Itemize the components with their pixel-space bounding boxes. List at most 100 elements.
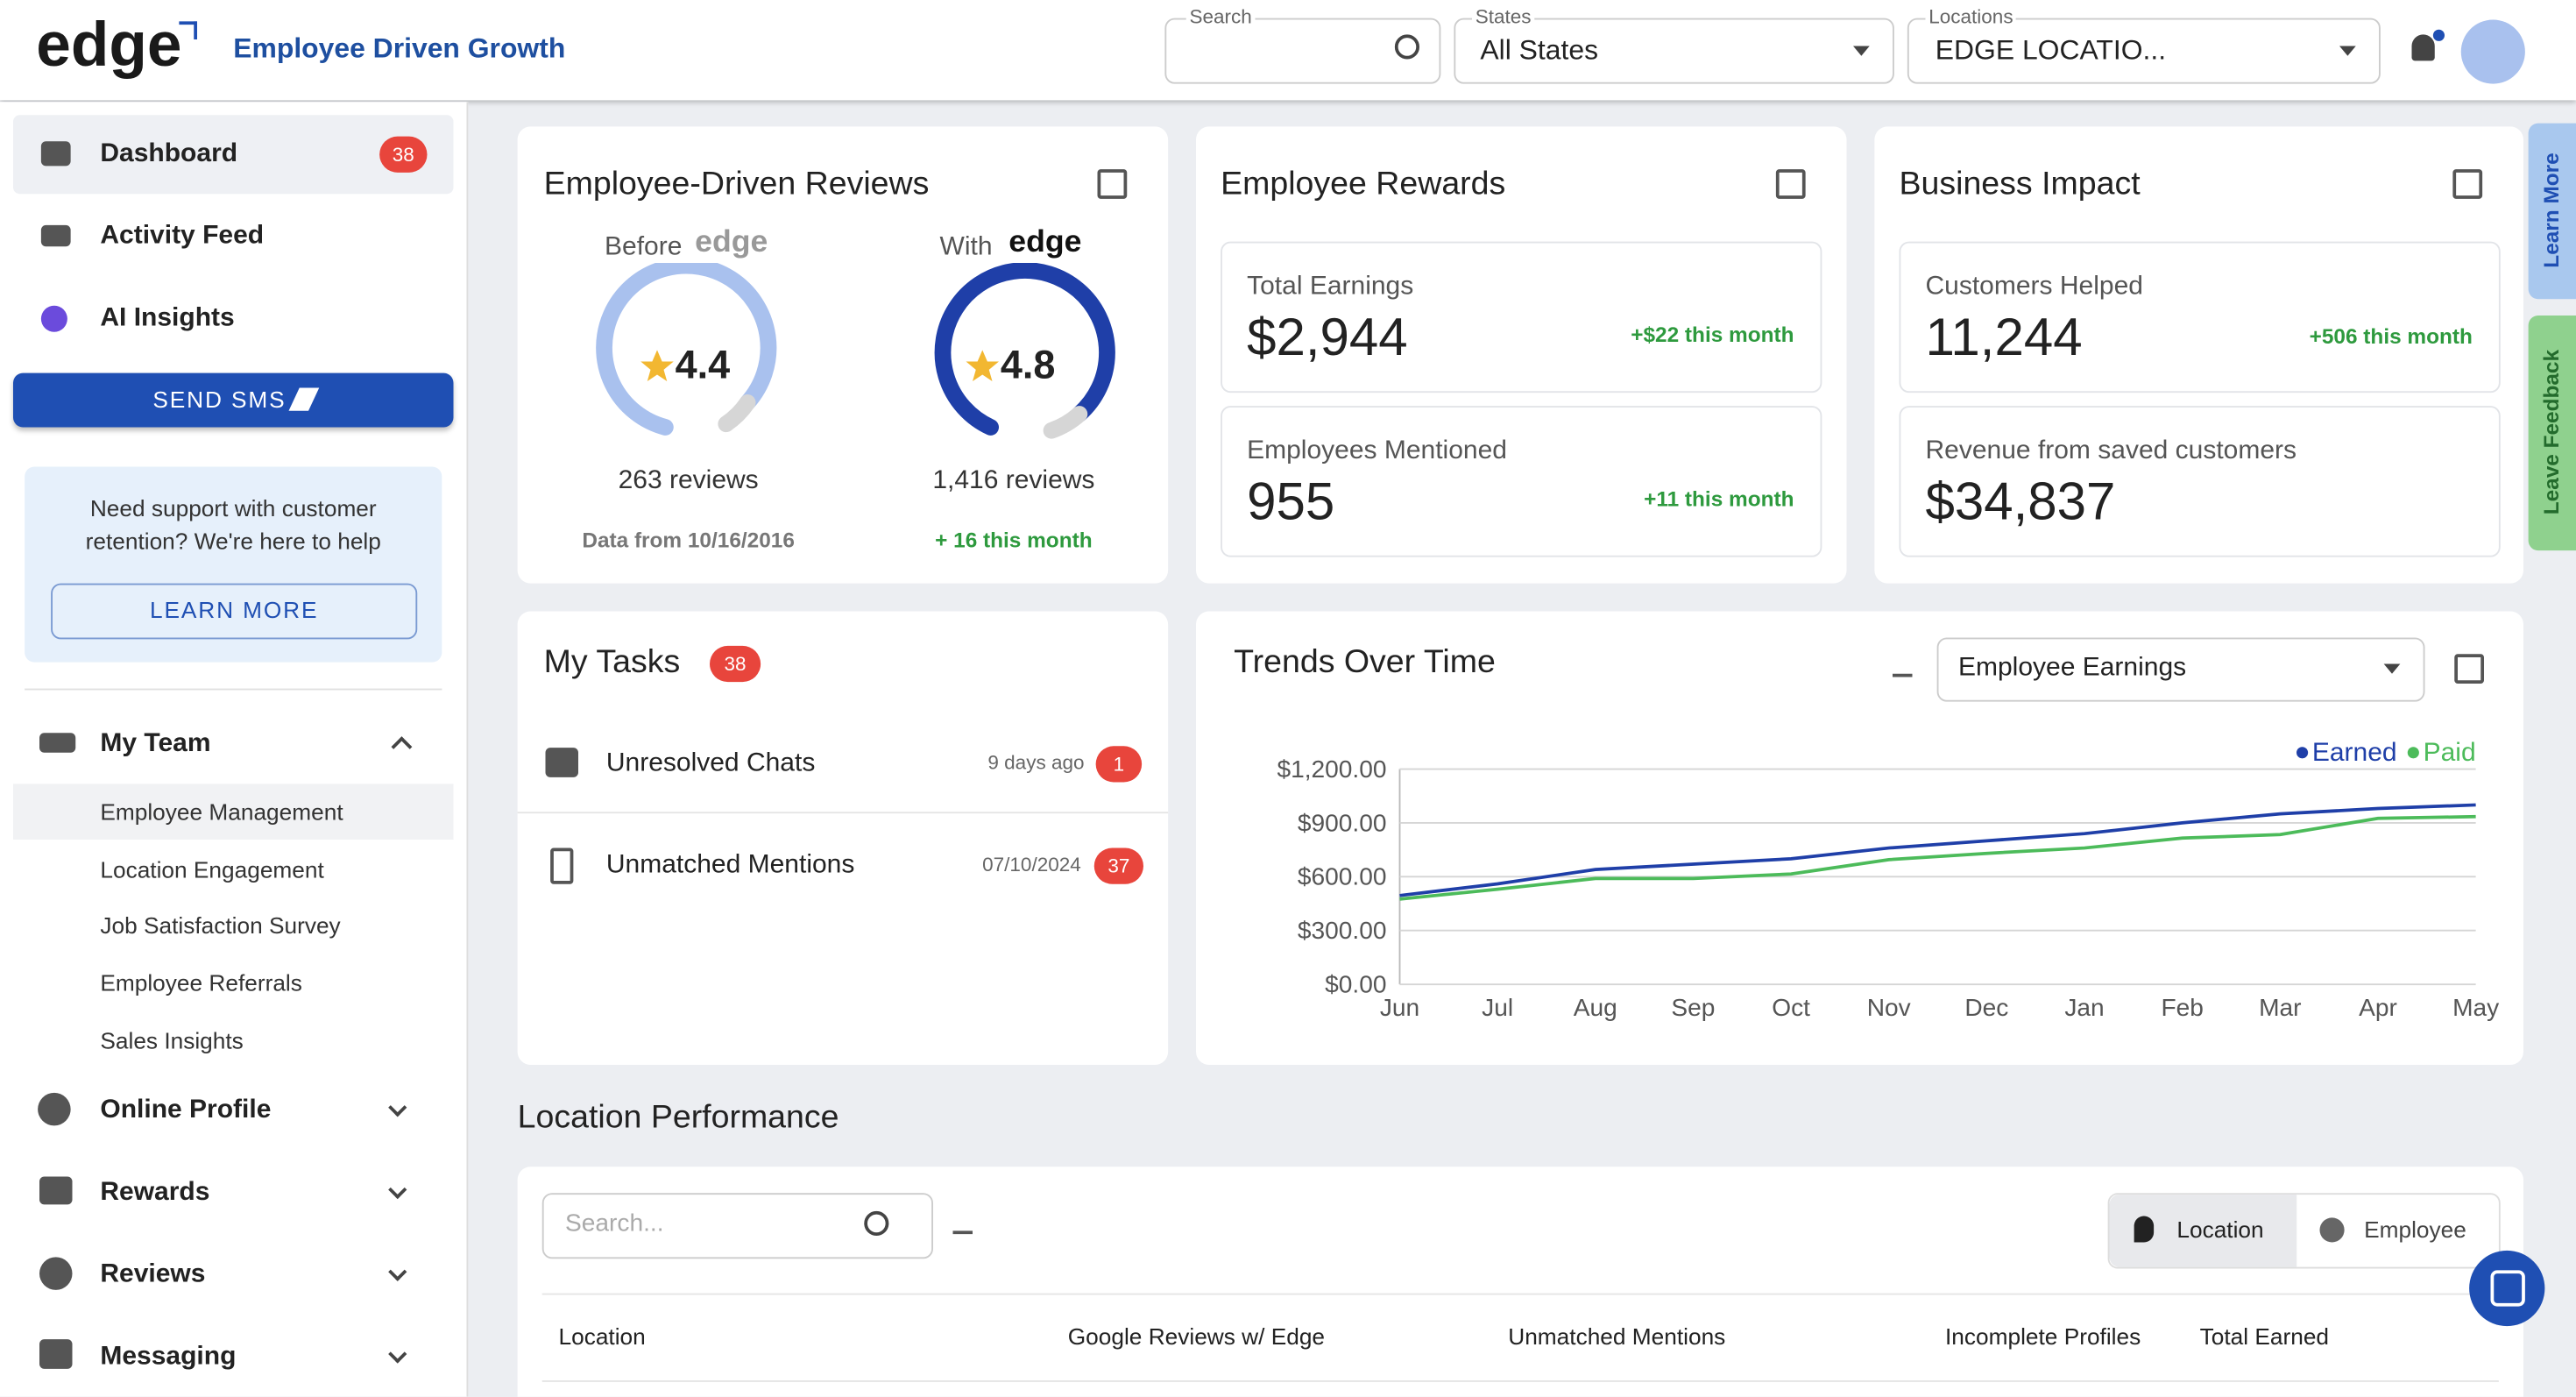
search-icon bbox=[1394, 34, 1419, 60]
gauge-track bbox=[718, 394, 756, 433]
person-icon bbox=[2319, 1217, 2345, 1243]
column-header[interactable]: Google Reviews w/ Edge bbox=[1067, 1323, 1326, 1350]
send-sms-button[interactable] bbox=[13, 372, 454, 428]
stat-value: $2,944 bbox=[1247, 307, 1408, 367]
chat-launcher[interactable] bbox=[2469, 1250, 2545, 1327]
open-icon[interactable] bbox=[2454, 654, 2484, 684]
nav-item[interactable]: My Team bbox=[100, 729, 211, 758]
stat-label: Customers Helped bbox=[1925, 273, 2143, 301]
review-note: Data from 10/16/2016 bbox=[582, 527, 795, 552]
legend-marker bbox=[2296, 747, 2309, 759]
sub-nav-item[interactable]: Employee Referrals bbox=[100, 969, 302, 996]
open-icon[interactable] bbox=[1775, 169, 1806, 199]
learn-more-tab[interactable] bbox=[2528, 123, 2576, 300]
open-icon[interactable] bbox=[1097, 169, 1128, 199]
gauges bbox=[596, 263, 1115, 439]
x-tick-label: Nov bbox=[1867, 994, 1911, 1021]
chat-icon bbox=[2490, 1270, 2525, 1307]
tab-label: Leave Feedback bbox=[2538, 349, 2564, 515]
x-tick-label: Aug bbox=[1574, 994, 1617, 1021]
people-icon bbox=[39, 733, 76, 753]
badge: 38 bbox=[379, 136, 428, 173]
sub-nav-active[interactable] bbox=[13, 784, 454, 840]
phone-icon bbox=[550, 847, 574, 884]
search-icon bbox=[864, 1210, 889, 1236]
download-icon[interactable] bbox=[1893, 654, 1913, 677]
gauge-before bbox=[596, 263, 777, 436]
home-icon bbox=[40, 141, 71, 167]
star-icon bbox=[39, 1257, 73, 1290]
locations-label: Locations bbox=[1925, 4, 2017, 29]
column-header[interactable]: Location bbox=[558, 1323, 646, 1350]
stat-box bbox=[1899, 241, 2501, 394]
column-header[interactable]: Unmatched Mentions bbox=[1508, 1323, 1726, 1350]
dropdown-arrow bbox=[2383, 663, 2401, 683]
star bbox=[966, 350, 999, 381]
button-label: SEND SMS bbox=[152, 386, 287, 413]
states-value: All States bbox=[1480, 34, 1599, 66]
review-count: 1,416 reviews bbox=[932, 466, 1095, 495]
x-tick-label: Apr bbox=[2359, 994, 2397, 1021]
states-select[interactable] bbox=[1454, 18, 1894, 84]
nav-item[interactable]: Rewards bbox=[100, 1178, 210, 1207]
x-tick-label: Sep bbox=[1671, 994, 1715, 1021]
bell-icon[interactable] bbox=[2411, 34, 2435, 61]
feedback-tab[interactable] bbox=[2528, 316, 2576, 551]
y-tick-label: $300.00 bbox=[1298, 917, 1387, 944]
search-label: Search bbox=[1185, 4, 1256, 29]
nav-item[interactable]: Messaging bbox=[100, 1342, 237, 1371]
y-tick-label: $600.00 bbox=[1298, 863, 1387, 890]
sub-nav-item[interactable]: Location Engagement bbox=[100, 855, 324, 883]
sub-nav-item[interactable]: Sales Insights bbox=[100, 1026, 244, 1053]
dropdown-arrow bbox=[1853, 46, 1870, 65]
stat-box bbox=[1221, 406, 1822, 557]
sub-nav-item[interactable]: Job Satisfaction Survey bbox=[100, 911, 341, 939]
badge: 38 bbox=[710, 645, 761, 683]
reviews-card bbox=[517, 126, 1169, 584]
button-label: LEARN MORE bbox=[150, 596, 319, 623]
sub-nav-item[interactable]: Employee Management bbox=[100, 798, 343, 826]
nav-item[interactable]: Online Profile bbox=[100, 1096, 272, 1124]
nav-item[interactable]: Reviews bbox=[100, 1260, 206, 1288]
tasks-card bbox=[517, 611, 1169, 1065]
nav-item[interactable]: AI Insights bbox=[100, 303, 235, 332]
task-label[interactable]: Unresolved Chats bbox=[605, 749, 816, 777]
divider bbox=[517, 812, 1169, 814]
section-title: Location Performance bbox=[517, 1099, 839, 1136]
toggle-option[interactable]: Location bbox=[2176, 1216, 2264, 1243]
toggle-option[interactable]: Employee bbox=[2364, 1216, 2466, 1243]
trend-chart: $0.00 $300.00 $600.00 $900.00 $1,200.00 Jun Ju… bbox=[1277, 738, 2499, 1021]
support-text: Need support with customer retention? We… bbox=[85, 494, 381, 554]
y-tick-label: $1,200.00 bbox=[1277, 755, 1386, 783]
learn-more-button[interactable] bbox=[51, 583, 418, 640]
task-count: 37 bbox=[1093, 847, 1143, 884]
stat-box bbox=[1221, 241, 1822, 394]
message-icon bbox=[39, 1339, 73, 1369]
logo[interactable]: edge bbox=[36, 11, 182, 81]
gauge-logo: edge bbox=[1008, 224, 1082, 260]
legend-label: Paid bbox=[2424, 738, 2476, 767]
task-label[interactable]: Unmatched Mentions bbox=[605, 851, 855, 880]
rating: 4.8 bbox=[1000, 343, 1056, 388]
divider bbox=[541, 1293, 2499, 1295]
star bbox=[640, 350, 674, 381]
nav-item[interactable]: Activity Feed bbox=[100, 222, 265, 250]
task-date: 07/10/2024 bbox=[982, 853, 1081, 876]
avatar[interactable] bbox=[2460, 19, 2525, 84]
metric-select[interactable] bbox=[1936, 637, 2425, 702]
divider bbox=[25, 688, 442, 691]
metric-value: Employee Earnings bbox=[1958, 654, 2187, 683]
pin-icon bbox=[2134, 1216, 2155, 1243]
card-title: Employee Rewards bbox=[1221, 166, 1506, 202]
support-box bbox=[25, 466, 442, 663]
open-icon[interactable] bbox=[2452, 169, 2483, 199]
download-icon[interactable] bbox=[952, 1211, 973, 1235]
logo-mark bbox=[179, 21, 197, 39]
gauge-track bbox=[1043, 406, 1088, 439]
column-header[interactable]: Total Earned bbox=[2199, 1323, 2330, 1350]
locations-select[interactable] bbox=[1907, 18, 2381, 84]
legend-marker bbox=[2407, 747, 2419, 759]
column-header[interactable]: Incomplete Profiles bbox=[1945, 1323, 2141, 1350]
nav-item[interactable]: Dashboard bbox=[100, 139, 238, 168]
